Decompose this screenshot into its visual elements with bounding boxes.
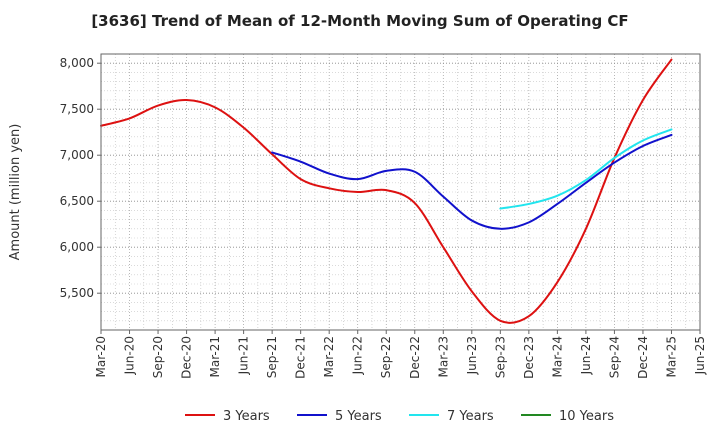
x-tick-label: Jun-22 xyxy=(351,336,365,375)
x-tick-label: Sep-22 xyxy=(379,336,393,378)
series-line-3-years xyxy=(100,58,673,324)
x-tick-label: Jun-24 xyxy=(579,336,593,375)
legend-label-7-years: 7 Years xyxy=(447,409,494,424)
x-tick-label: Jun-21 xyxy=(237,336,251,375)
x-tick-label: Sep-21 xyxy=(265,336,279,378)
x-tick-label: Mar-23 xyxy=(436,336,450,377)
chart-title: [3636] Trend of Mean of 12-Month Moving … xyxy=(91,12,629,30)
axis-layer: 5,500 6,000 6,500 7,000 7,500 8,000 Mar-20 Jun-… xyxy=(60,53,707,379)
x-tick-label: Dec-24 xyxy=(636,336,650,379)
legend: 3 Years 5 Years 7 Years 10 Years xyxy=(185,409,614,424)
x-tick-label: Jun-20 xyxy=(123,336,137,375)
y-tick-label: 8,000 xyxy=(60,56,94,70)
x-tick-label: Sep-20 xyxy=(151,336,165,378)
y-tick-label: 6,000 xyxy=(60,240,94,254)
x-tick-label: Jun-23 xyxy=(465,336,479,375)
plot-frame xyxy=(100,53,701,331)
x-tick-label: Sep-23 xyxy=(493,336,507,378)
x-tick-label: Mar-21 xyxy=(208,336,222,377)
x-tick-label: Dec-22 xyxy=(408,336,422,379)
x-tick-label: Mar-24 xyxy=(550,336,564,377)
x-tick-label: Mar-25 xyxy=(664,336,678,377)
y-tick-label: 7,500 xyxy=(60,102,94,116)
y-tick-label: 5,500 xyxy=(60,286,94,300)
x-tick-label: Dec-21 xyxy=(294,336,308,379)
grid-layer xyxy=(100,54,701,330)
legend-label-10-years: 10 Years xyxy=(559,409,614,424)
x-tick-label: Mar-22 xyxy=(322,336,336,377)
x-tick-label: Dec-23 xyxy=(522,336,536,379)
series-line-5-years xyxy=(271,133,673,230)
y-tick-label: 7,000 xyxy=(60,148,94,162)
x-tick-label: Sep-24 xyxy=(607,336,621,378)
legend-label-5-years: 5 Years xyxy=(335,409,382,424)
series-line-7-years xyxy=(499,128,673,210)
y-axis-title: Amount (million yen) xyxy=(8,124,23,261)
series-layer xyxy=(100,58,673,324)
legend-label-3-years: 3 Years xyxy=(223,409,270,424)
x-tick-label: Jun-25 xyxy=(693,336,707,375)
x-tick-label: Dec-20 xyxy=(180,336,194,379)
y-tick-label: 6,500 xyxy=(60,194,94,208)
x-tick-label: Mar-20 xyxy=(94,336,108,377)
